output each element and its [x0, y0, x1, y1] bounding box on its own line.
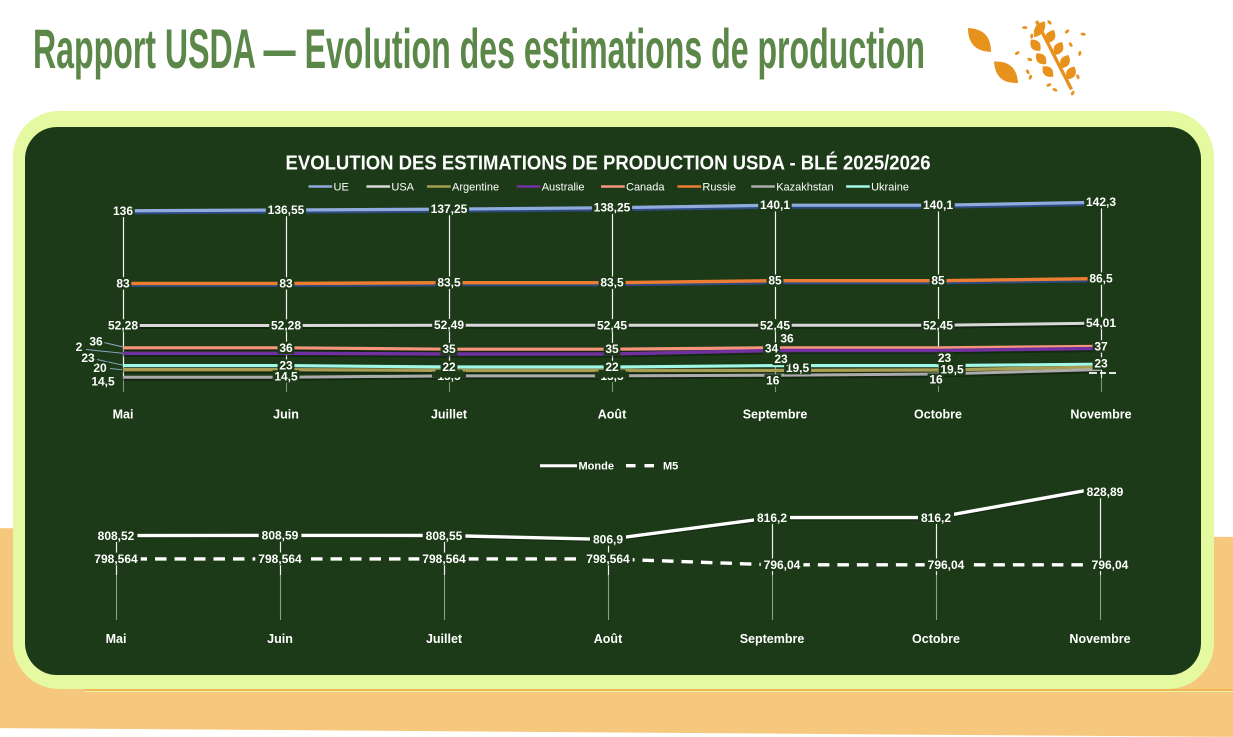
svg-text:Juillet: Juillet [431, 408, 468, 422]
svg-text:USA: USA [391, 181, 414, 193]
svg-text:Juin: Juin [273, 408, 299, 422]
svg-text:54,01: 54,01 [1086, 316, 1116, 330]
svg-text:19,5: 19,5 [940, 363, 964, 377]
svg-text:Mai: Mai [113, 408, 134, 422]
svg-text:Octobre: Octobre [914, 408, 962, 422]
svg-text:Novembre: Novembre [1069, 632, 1130, 646]
svg-text:Australie: Australie [542, 181, 585, 193]
svg-text:36: 36 [780, 331, 794, 345]
svg-text:Novembre: Novembre [1070, 408, 1131, 422]
svg-text:85: 85 [931, 274, 945, 288]
svg-text:23: 23 [81, 351, 95, 365]
svg-text:83: 83 [279, 276, 293, 290]
svg-text:Septembre: Septembre [743, 408, 808, 422]
svg-text:52,28: 52,28 [108, 319, 138, 333]
svg-text:140,1: 140,1 [923, 198, 953, 212]
svg-text:Septembre: Septembre [740, 632, 805, 646]
svg-text:138,25: 138,25 [594, 201, 631, 215]
svg-text:136,55: 136,55 [268, 203, 305, 217]
svg-text:52,45: 52,45 [597, 318, 627, 332]
svg-text:808,59: 808,59 [262, 529, 299, 543]
svg-text:83,5: 83,5 [437, 276, 461, 290]
svg-text:14,5: 14,5 [274, 370, 298, 384]
svg-text:23: 23 [938, 351, 952, 365]
svg-text:142,3: 142,3 [1086, 195, 1116, 209]
svg-text:816,2: 816,2 [757, 511, 787, 525]
svg-text:34: 34 [765, 342, 779, 356]
svg-text:Juillet: Juillet [426, 632, 463, 646]
svg-text:23: 23 [279, 359, 293, 373]
svg-text:14,5: 14,5 [91, 374, 115, 388]
svg-text:UE: UE [334, 181, 349, 193]
svg-text:M5: M5 [663, 461, 678, 473]
svg-text:Juin: Juin [267, 632, 293, 646]
svg-text:20: 20 [93, 361, 107, 375]
svg-text:140,1: 140,1 [760, 198, 790, 212]
svg-text:Canada: Canada [626, 181, 665, 193]
svg-text:798,564: 798,564 [258, 552, 302, 566]
svg-text:806,9: 806,9 [593, 533, 623, 547]
svg-text:2: 2 [76, 340, 83, 354]
svg-text:37: 37 [1094, 339, 1108, 353]
svg-text:52,49: 52,49 [434, 318, 464, 332]
svg-text:52,45: 52,45 [923, 318, 953, 332]
svg-text:Août: Août [594, 632, 623, 646]
svg-text:828,89: 828,89 [1087, 485, 1124, 499]
svg-text:22: 22 [605, 360, 619, 374]
svg-text:816,2: 816,2 [921, 511, 951, 525]
svg-text:86,5: 86,5 [1089, 272, 1113, 286]
svg-text:Ukraine: Ukraine [871, 181, 909, 193]
svg-text:52,45: 52,45 [760, 318, 790, 332]
svg-text:798,564: 798,564 [422, 552, 466, 566]
svg-text:796,04: 796,04 [1092, 558, 1129, 572]
svg-text:85: 85 [768, 274, 782, 288]
svg-text:83: 83 [116, 276, 130, 290]
svg-text:Octobre: Octobre [912, 632, 960, 646]
svg-text:796,04: 796,04 [764, 558, 801, 572]
svg-text:36: 36 [89, 334, 103, 348]
svg-text:Kazakhstan: Kazakhstan [776, 181, 833, 193]
svg-text:798,564: 798,564 [586, 552, 630, 566]
svg-text:798,564: 798,564 [94, 552, 138, 566]
svg-text:Argentine: Argentine [452, 181, 499, 193]
svg-text:Août: Août [598, 408, 627, 422]
svg-text:796,04: 796,04 [928, 558, 965, 572]
svg-text:36: 36 [279, 341, 293, 355]
svg-text:35: 35 [442, 342, 456, 356]
svg-text:EVOLUTION DES ESTIMATIONS DE P: EVOLUTION DES ESTIMATIONS DE PRODUCTION … [286, 152, 931, 175]
svg-text:35: 35 [605, 342, 619, 356]
svg-text:19,5: 19,5 [786, 361, 810, 375]
svg-text:16: 16 [929, 373, 943, 387]
svg-text:23: 23 [1094, 357, 1108, 371]
svg-text:808,52: 808,52 [98, 529, 135, 543]
svg-text:Russie: Russie [702, 181, 736, 193]
svg-text:83,5: 83,5 [600, 276, 624, 290]
svg-text:137,25: 137,25 [431, 202, 468, 216]
svg-text:22: 22 [442, 360, 456, 374]
svg-text:Mai: Mai [106, 632, 127, 646]
svg-text:52,28: 52,28 [271, 319, 301, 333]
svg-text:136: 136 [113, 204, 133, 218]
svg-text:23: 23 [774, 352, 788, 366]
svg-text:808,55: 808,55 [426, 529, 463, 543]
svg-text:16: 16 [766, 373, 780, 387]
svg-text:Monde: Monde [579, 461, 614, 473]
svg-text:Rapport USDA — Evolution des e: Rapport USDA — Evolution des estimations… [33, 17, 925, 80]
